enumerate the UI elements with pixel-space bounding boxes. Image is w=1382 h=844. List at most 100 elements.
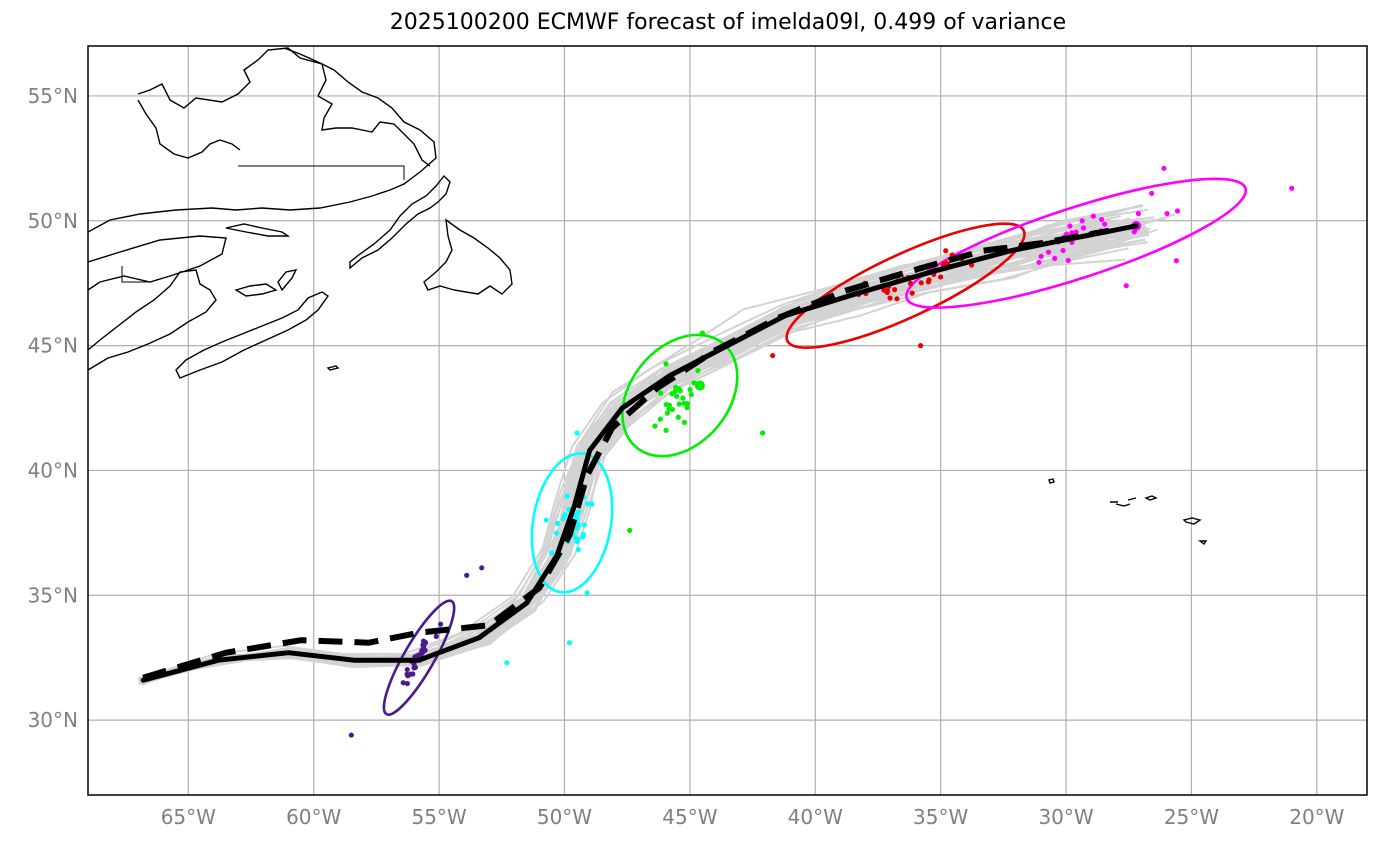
ensemble-member-track: [142, 227, 1151, 686]
ensemble-member-track: [141, 229, 1148, 683]
coastline-hudson-strait: [137, 99, 241, 159]
ensemble-member-track: [144, 242, 1096, 681]
coastline-cape-breton: [277, 269, 298, 292]
member-position-dot: [675, 414, 681, 420]
member-position-dot: [1289, 185, 1295, 191]
member-position-dot: [1052, 255, 1058, 261]
member-position-dot: [549, 550, 555, 556]
ensemble-member-track: [140, 219, 1120, 682]
coastline-azores-saomiguel: [1182, 517, 1202, 525]
member-position-dot: [1067, 223, 1073, 229]
coastline-sable-island: [326, 365, 340, 371]
ensemble-member-track: [146, 216, 1155, 682]
lat-tick-label: 40°N: [28, 458, 78, 482]
member-position-dot: [555, 520, 561, 527]
lon-tick-label: 55°W: [411, 805, 466, 829]
member-position-dot: [1174, 208, 1181, 214]
member-position-dot: [666, 406, 672, 412]
member-position-dot: [464, 572, 470, 578]
member-position-dot: [479, 565, 485, 571]
member-position-dot: [580, 534, 586, 540]
ensemble-member-track: [146, 238, 1146, 681]
member-position-dot: [681, 400, 687, 406]
member-position-dot: [1099, 216, 1105, 223]
ensemble-member-track: [141, 232, 1125, 683]
ensemble-member-track: [140, 231, 1137, 679]
member-position-dot: [589, 501, 595, 507]
member-position-dot: [770, 352, 776, 359]
member-position-dot: [1045, 249, 1052, 255]
lon-tick-label: 30°W: [1038, 805, 1093, 829]
member-position-dot: [1060, 247, 1066, 254]
ensemble-member-track: [137, 247, 1129, 680]
uncertainty-ellipse: [785, 222, 1026, 349]
member-position-dot: [421, 640, 427, 646]
member-position-dot: [918, 280, 924, 286]
lon-tick-label: 45°W: [662, 805, 717, 829]
ensemble-member-track: [144, 215, 1121, 683]
member-position-dot: [887, 295, 893, 301]
ensemble-member-track: [140, 217, 1131, 686]
member-position-dot: [627, 527, 633, 533]
ensemble-member-track: [146, 213, 1176, 683]
member-position-dot: [907, 280, 914, 286]
member-position-dot: [575, 522, 582, 528]
coastline: [88, 47, 1208, 546]
member-position-dot: [1090, 213, 1096, 219]
group-mean-marker: [694, 380, 705, 391]
member-position-dot: [658, 390, 664, 396]
uncertainty-ellipse: [382, 599, 456, 716]
member-position-dot: [584, 501, 591, 507]
member-position-dot: [433, 633, 439, 639]
lat-tick-label: 30°N: [28, 708, 78, 732]
member-position-dot: [1073, 229, 1079, 235]
ensemble-member-track: [142, 234, 1113, 680]
member-position-dot: [404, 671, 410, 677]
member-position-dot: [575, 546, 581, 553]
member-position-dot: [760, 430, 766, 436]
member-position-dot: [894, 296, 900, 302]
lat-tick-label: 45°N: [28, 334, 78, 358]
member-position-dot: [1161, 165, 1167, 171]
ensemble-member-track: [144, 230, 1149, 681]
member-position-dot: [677, 388, 683, 394]
ensemble-member-track: [140, 217, 1166, 684]
member-position-dot: [543, 517, 549, 523]
member-position-dot: [553, 530, 560, 536]
coastline-azores-santamaria: [1197, 540, 1208, 546]
member-position-dot: [404, 680, 410, 687]
ensemble-member-track: [142, 241, 1118, 683]
member-position-dot: [566, 640, 573, 646]
member-position-dot: [581, 522, 588, 528]
coastline-quebec-labrador: [88, 235, 227, 291]
ensemble-member-track: [143, 229, 1116, 679]
member-position-dot: [681, 419, 688, 426]
member-position-dot: [676, 401, 682, 407]
ensemble-member-track: [141, 230, 1127, 685]
member-position-dot: [1164, 210, 1170, 217]
member-position-dot: [576, 509, 582, 515]
lon-tick-label: 25°W: [1164, 805, 1219, 829]
quebec-labrador-border: [238, 165, 405, 180]
coastline-azores-corvo: [1048, 478, 1055, 484]
coastline-new-brunswick: [88, 269, 217, 371]
lon-tick-label: 65°W: [161, 805, 216, 829]
member-position-dot: [560, 516, 566, 522]
ensemble-member-track: [137, 219, 1156, 682]
member-position-dot: [684, 405, 690, 411]
chart-title: 2025100200 ECMWF forecast of imelda09l, …: [389, 10, 1067, 35]
member-position-dot: [574, 538, 580, 545]
member-position-dot: [664, 410, 670, 416]
member-position-dot: [1038, 253, 1044, 259]
member-position-dot: [1079, 218, 1085, 224]
ensemble-member-track: [143, 241, 1149, 680]
member-position-dot: [672, 388, 678, 394]
member-position-dot: [688, 391, 694, 398]
coastline-pei: [234, 283, 278, 297]
lon-tick-label: 50°W: [537, 805, 592, 829]
member-position-dot: [652, 423, 658, 429]
ensemble-member-track: [142, 239, 1146, 685]
coastline-azores-central: [1110, 495, 1158, 507]
ensemble-member-track: [139, 258, 1126, 681]
